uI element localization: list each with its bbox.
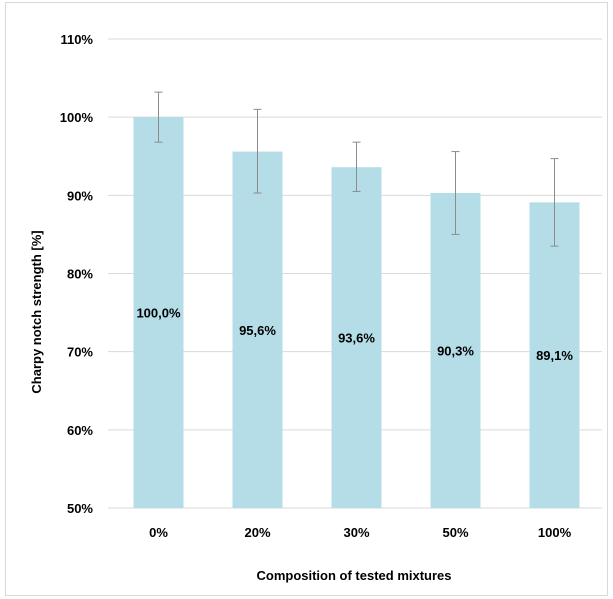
chart-frame (5, 2, 608, 596)
bars (133, 117, 580, 509)
data-label-0: 100,0% (136, 306, 181, 321)
data-label-3: 90,3% (437, 343, 474, 358)
x-tick-labels: 0% 20% 30% 50% 100% (149, 525, 571, 540)
y-tick-label-3: 80% (67, 267, 93, 282)
y-tick-label-1: 60% (67, 423, 93, 438)
data-label-2: 93,6% (338, 331, 375, 346)
bar-3 (430, 192, 481, 508)
data-label-1: 95,6% (239, 323, 276, 338)
x-tick-label-2: 30% (343, 525, 369, 540)
bar-0 (133, 117, 184, 509)
y-tick-label-0: 50% (67, 501, 93, 516)
bar-4 (529, 202, 580, 508)
x-axis-title: Composition of tested mixtures (256, 568, 451, 583)
bar-1 (232, 151, 283, 508)
y-tick-label-6: 110% (60, 32, 93, 47)
y-tick-labels: 50% 60% 70% 80% 90% 100% 110% (60, 32, 94, 516)
x-tick-label-0: 0% (149, 525, 168, 540)
y-axis-title: Charpy notch strength [%] (29, 230, 44, 393)
error-bars (154, 91, 559, 247)
bar-2 (331, 167, 382, 508)
y-tick-label-4: 90% (67, 188, 93, 203)
x-tick-label-3: 50% (442, 525, 468, 540)
y-tick-label-5: 100% (60, 110, 94, 125)
data-labels: 100,0% 95,6% 93,6% 90,3% 89,1% (136, 306, 573, 364)
data-label-4: 89,1% (536, 348, 573, 363)
x-tick-label-1: 20% (244, 525, 270, 540)
x-tick-label-4: 100% (538, 525, 572, 540)
y-tick-label-2: 70% (67, 345, 93, 360)
